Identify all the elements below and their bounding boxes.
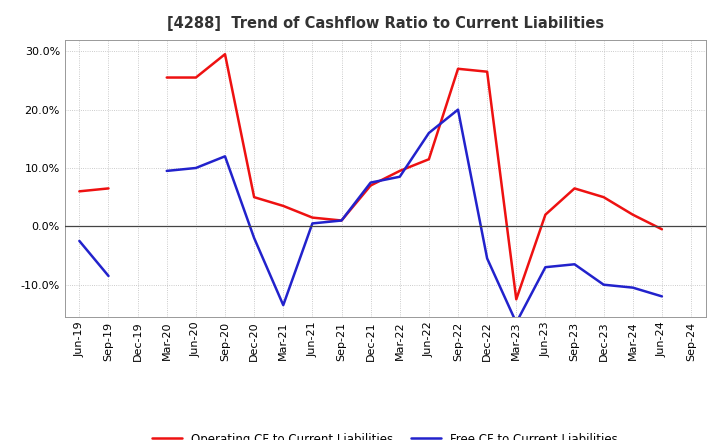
Free CF to Current Liabilities: [104, 273, 113, 279]
Title: [4288]  Trend of Cashflow Ratio to Current Liabilities: [4288] Trend of Cashflow Ratio to Curren…: [166, 16, 604, 32]
Operating CF to Current Liabilities: [104, 186, 113, 191]
Line: Operating CF to Current Liabilities: Operating CF to Current Liabilities: [79, 188, 109, 191]
Operating CF to Current Liabilities: [75, 189, 84, 194]
Free CF to Current Liabilities: [75, 238, 84, 244]
Line: Free CF to Current Liabilities: Free CF to Current Liabilities: [79, 241, 109, 276]
Legend: Operating CF to Current Liabilities, Free CF to Current Liabilities: Operating CF to Current Liabilities, Fre…: [148, 428, 623, 440]
